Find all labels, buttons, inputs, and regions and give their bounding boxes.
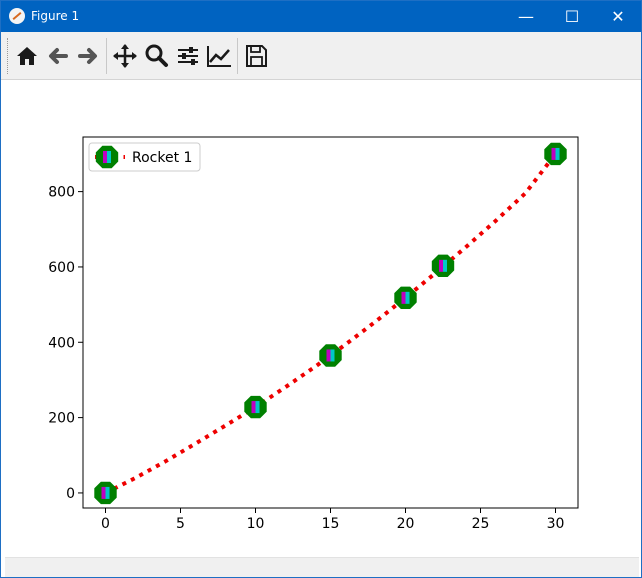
pan-button[interactable] bbox=[111, 42, 139, 70]
marker-octagon-edge bbox=[544, 142, 567, 166]
arrow-left-icon bbox=[49, 48, 68, 64]
x-tick-label: 20 bbox=[397, 516, 415, 532]
series-line bbox=[104, 152, 558, 495]
forward-button[interactable] bbox=[74, 42, 102, 70]
marker-octagon-edge bbox=[394, 286, 417, 309]
x-tick-label: 25 bbox=[472, 516, 490, 532]
legend-label: Rocket 1 bbox=[132, 150, 192, 166]
magnifier-icon bbox=[145, 44, 168, 67]
marker-octagon-edge bbox=[95, 145, 119, 169]
octagon-marker bbox=[244, 395, 267, 419]
x-tick-label: 10 bbox=[247, 516, 265, 532]
home-icon bbox=[17, 47, 37, 65]
marker-left-half bbox=[401, 291, 406, 304]
octagon-marker bbox=[319, 344, 342, 367]
arrow-right-icon bbox=[78, 48, 97, 64]
octagon-marker bbox=[394, 286, 417, 309]
marker-right-half bbox=[443, 259, 447, 272]
axis-ticks: 0 5 10 15 20 25 30 0 200 400 600 800 bbox=[48, 185, 564, 532]
save-button[interactable] bbox=[242, 42, 270, 70]
marker-left-half bbox=[439, 259, 443, 272]
x-tick-label: 15 bbox=[322, 516, 340, 532]
x-tick-label: 0 bbox=[101, 516, 110, 532]
axes-frame bbox=[82, 136, 579, 509]
octagon-marker bbox=[544, 142, 567, 166]
y-tick-label: 200 bbox=[48, 411, 75, 427]
marker-left-half bbox=[326, 349, 331, 362]
move-icon bbox=[113, 44, 137, 68]
octagon-marker bbox=[431, 254, 455, 277]
matplotlib-logo-icon bbox=[9, 8, 25, 24]
y-tick-label: 400 bbox=[48, 335, 75, 351]
configure-subplots-button[interactable] bbox=[174, 42, 202, 70]
series-markers bbox=[94, 142, 567, 505]
marker-right-half bbox=[405, 291, 410, 304]
octagon-marker bbox=[94, 481, 117, 505]
sliders-icon bbox=[178, 47, 198, 65]
marker-octagon-edge bbox=[244, 395, 267, 419]
zoom-button[interactable] bbox=[142, 42, 170, 70]
y-tick-label: 0 bbox=[66, 486, 75, 502]
marker-left-half bbox=[101, 486, 106, 499]
marker-right-half bbox=[107, 151, 111, 163]
marker-right-half bbox=[255, 401, 260, 414]
toolbar-grip[interactable] bbox=[7, 38, 10, 74]
maximize-button[interactable]: ☐ bbox=[564, 7, 580, 26]
navigation-toolbar bbox=[1, 32, 641, 80]
legend: Rocket 1 bbox=[88, 142, 201, 172]
y-tick-label: 800 bbox=[48, 185, 75, 201]
octagon-marker bbox=[95, 145, 119, 169]
marker-right-half bbox=[555, 147, 560, 160]
marker-right-half bbox=[330, 349, 335, 362]
plot-svg[interactable]: 0 5 10 15 20 25 30 0 200 400 600 800 Rocket 1 bbox=[1, 80, 641, 557]
status-bar bbox=[5, 557, 639, 577]
x-tick-label: 5 bbox=[176, 516, 185, 532]
marker-octagon-edge bbox=[94, 481, 117, 505]
line-chart-icon bbox=[207, 46, 231, 67]
toolbar-separator bbox=[237, 38, 238, 74]
marker-left-half bbox=[551, 147, 556, 160]
marker-left-half bbox=[103, 151, 107, 163]
toolbar-separator bbox=[106, 38, 107, 74]
legend-box bbox=[88, 142, 201, 172]
marker-right-half bbox=[105, 486, 110, 499]
x-tick-label: 30 bbox=[547, 516, 565, 532]
title-bar[interactable]: Figure 1 — ☐ ✕ bbox=[1, 1, 641, 32]
home-button[interactable] bbox=[13, 42, 41, 70]
edit-axes-button[interactable] bbox=[205, 42, 233, 70]
close-button[interactable]: ✕ bbox=[611, 7, 625, 26]
minimize-button[interactable]: — bbox=[518, 7, 534, 26]
marker-octagon-edge bbox=[319, 344, 342, 367]
y-tick-label: 600 bbox=[48, 260, 75, 276]
figure-canvas[interactable]: 0 5 10 15 20 25 30 0 200 400 600 800 Rocket 1 bbox=[1, 80, 641, 557]
back-button[interactable] bbox=[44, 42, 72, 70]
floppy-disk-icon bbox=[246, 45, 267, 67]
window-title: Figure 1 bbox=[31, 9, 80, 23]
legend-marker bbox=[95, 145, 119, 169]
marker-octagon-edge bbox=[431, 254, 455, 277]
marker-left-half bbox=[251, 401, 256, 414]
